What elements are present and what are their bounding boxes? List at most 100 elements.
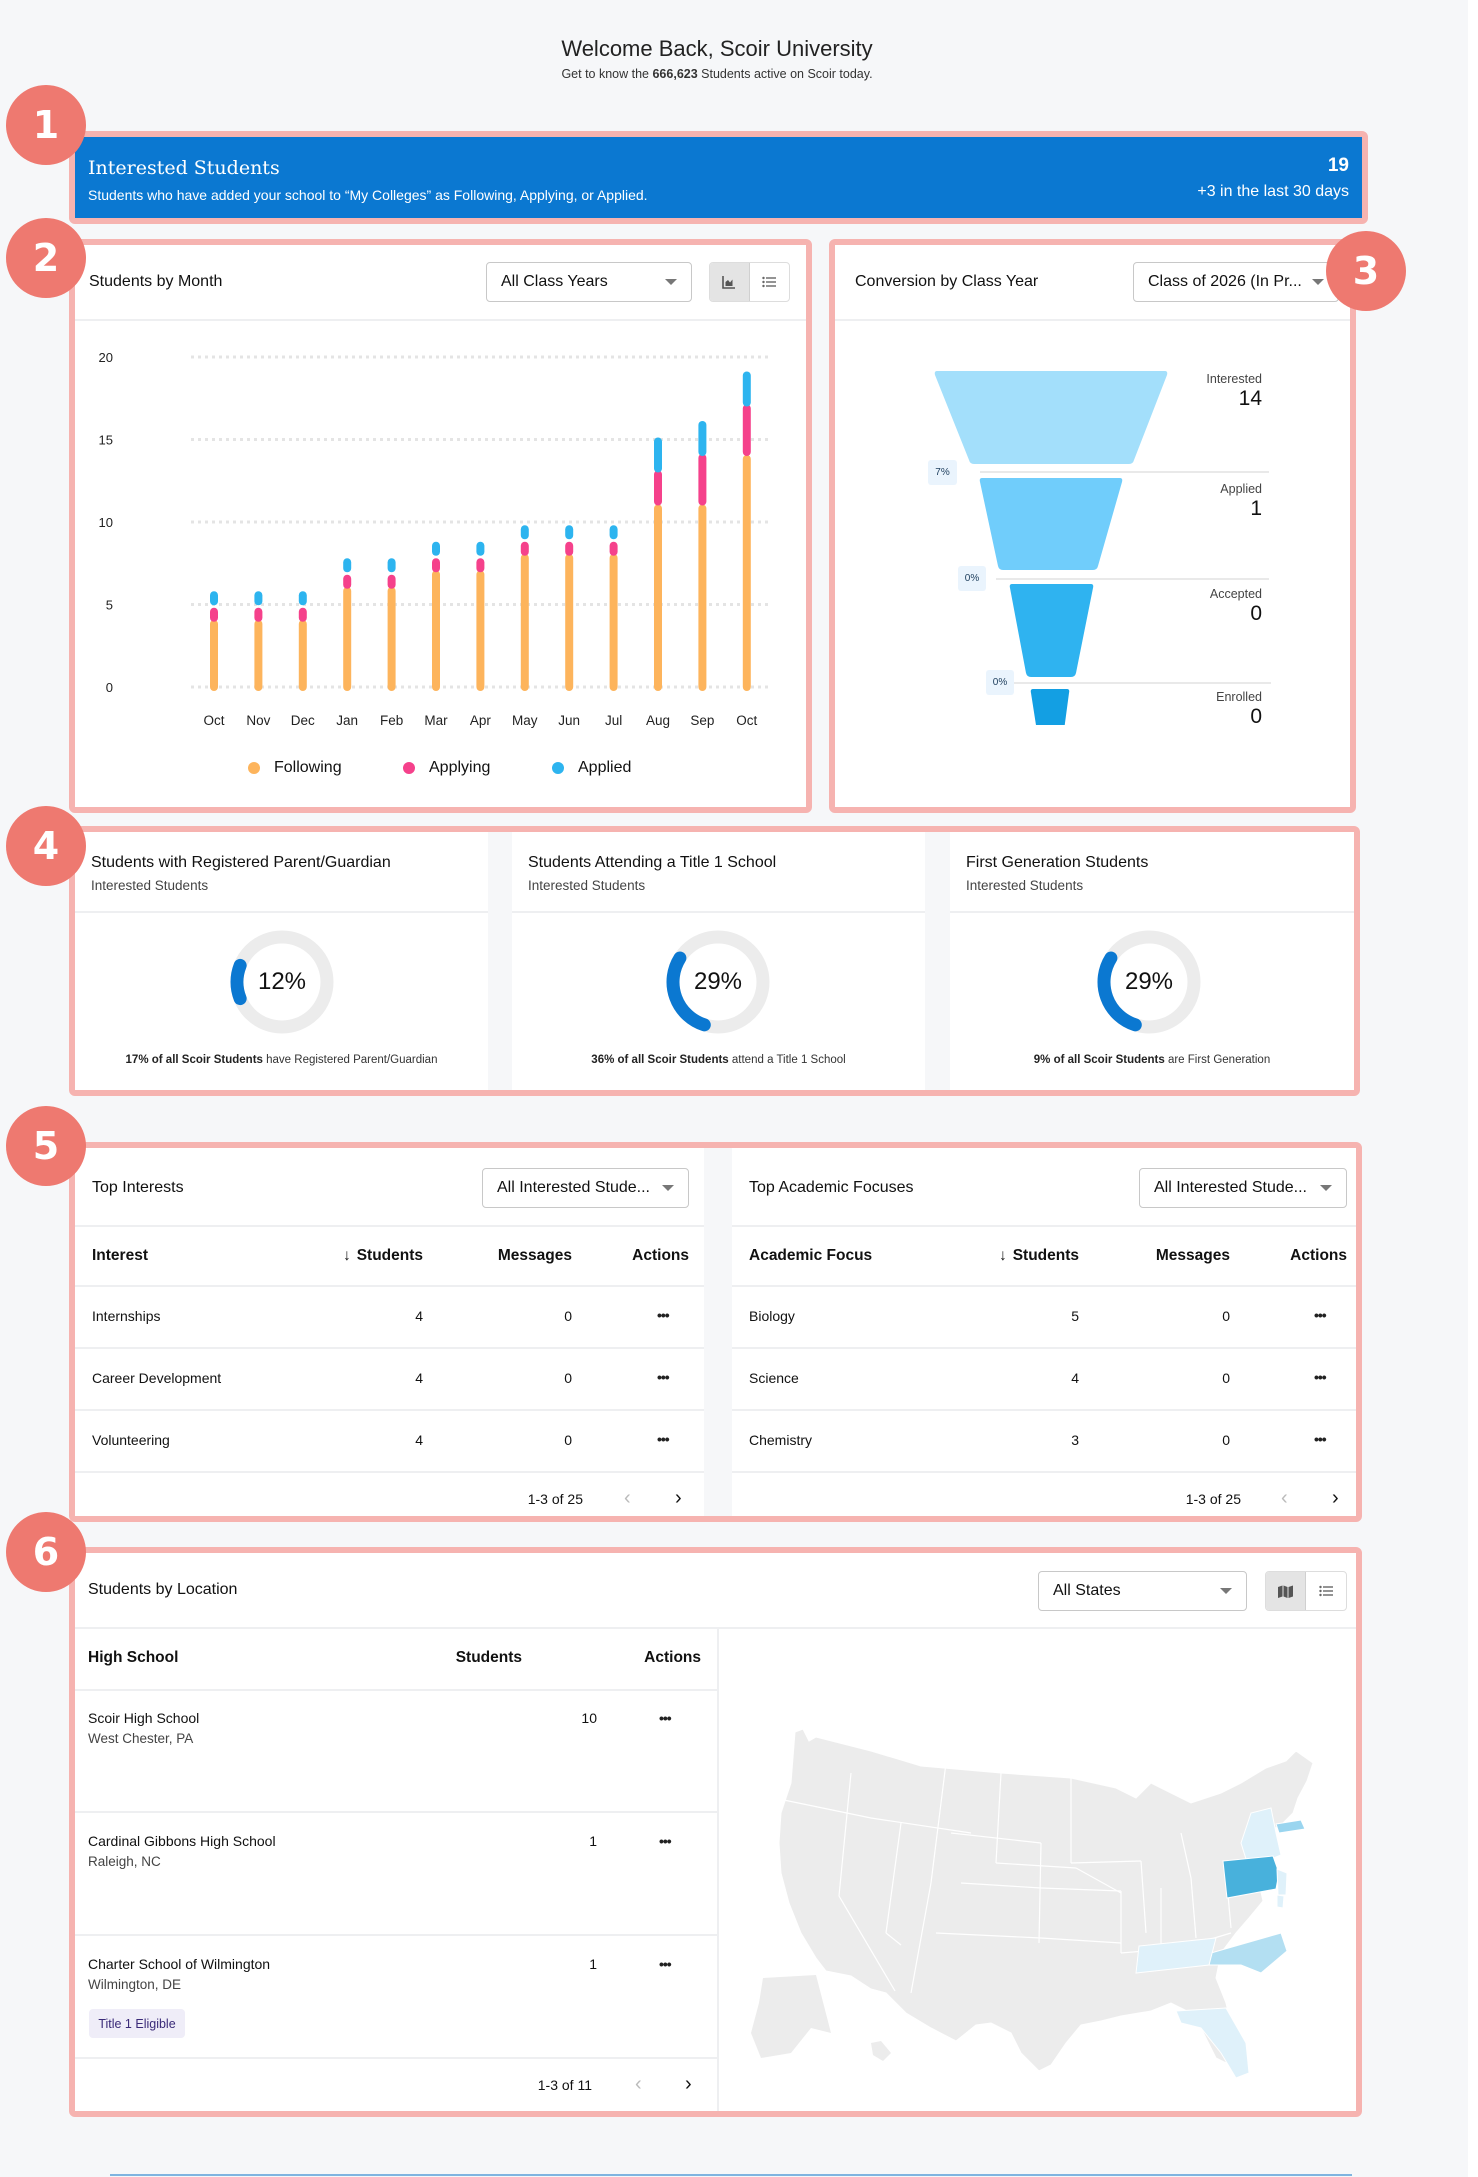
- row-divider: [75, 1409, 704, 1411]
- interested-students-banner[interactable]: Interested Students Students who have ad…: [75, 137, 1362, 218]
- chart-view-button[interactable]: [710, 263, 750, 301]
- stat-foot-rest: attend a Title 1 School: [728, 1054, 846, 1066]
- row-divider: [75, 1471, 704, 1473]
- state-pa[interactable]: [1222, 1855, 1280, 1899]
- legend-following-label: Following: [274, 759, 342, 776]
- funnel-stage-enrolled[interactable]: [1030, 689, 1070, 725]
- card-header-divider: [512, 911, 925, 913]
- table-row[interactable]: Internships 4 0 •••: [75, 1286, 704, 1349]
- row-name: Science: [749, 1370, 799, 1386]
- state-border: [1070, 1860, 1142, 1864]
- school-students: 1: [589, 1956, 597, 1972]
- stage-value-interested: 14: [1238, 387, 1262, 410]
- row-actions-button[interactable]: •••: [657, 1369, 670, 1385]
- row-name: Career Development: [92, 1370, 222, 1386]
- table-row[interactable]: Volunteering 4 0 •••: [75, 1410, 704, 1473]
- row-actions-button[interactable]: •••: [657, 1431, 670, 1447]
- column-header-students[interactable]: ↓ Students: [343, 1247, 423, 1265]
- row-actions-button[interactable]: •••: [659, 1710, 672, 1726]
- column-header-high-school[interactable]: High School: [88, 1649, 179, 1666]
- row-actions-button[interactable]: •••: [1314, 1307, 1327, 1323]
- column-header-interest[interactable]: Interest: [92, 1247, 148, 1264]
- location-view-toggle[interactable]: [1265, 1571, 1347, 1611]
- prev-page-button[interactable]: ‹: [635, 2073, 642, 2095]
- prev-page-button[interactable]: ‹: [624, 1487, 631, 1509]
- next-page-button[interactable]: ›: [1332, 1487, 1339, 1509]
- funnel-stage-interested[interactable]: [934, 371, 1168, 464]
- interested-count: 19: [1327, 155, 1349, 176]
- row-actions-button[interactable]: •••: [657, 1307, 670, 1323]
- school-name[interactable]: Charter School of Wilmington: [88, 1956, 271, 1972]
- map-view-button[interactable]: [1266, 1572, 1306, 1610]
- stat-title: Students with Registered Parent/Guardian: [91, 854, 391, 871]
- state-border: [930, 1762, 947, 1884]
- us-states-map[interactable]: [721, 1633, 1351, 2103]
- table-row[interactable]: Chemistry 3 0 •••: [732, 1410, 1356, 1473]
- students-by-location-card: Students by Location All States High Sch…: [75, 1553, 1356, 2111]
- table-row[interactable]: Cardinal Gibbons High School Raleigh, NC 1…: [75, 1813, 717, 1936]
- stat-foot-bold: 17% of all Scoir Students: [125, 1054, 263, 1066]
- row-students: 4: [415, 1308, 423, 1324]
- sort-down-icon: ↓: [342, 1247, 351, 1264]
- highlight-section-4: [69, 826, 1360, 1096]
- month-view-toggle[interactable]: [709, 262, 790, 302]
- column-header-students[interactable]: Students: [455, 1649, 522, 1666]
- next-page-button[interactable]: ›: [685, 2073, 692, 2095]
- funnel-stage-applied[interactable]: [979, 478, 1123, 570]
- column-header-messages[interactable]: Messages: [497, 1247, 572, 1264]
- school-name[interactable]: Cardinal Gibbons High School: [88, 1833, 276, 1849]
- state-tn[interactable]: [1135, 1937, 1217, 1974]
- table-row[interactable]: Career Development 4 0 •••: [75, 1348, 704, 1411]
- y-tick-label: 20: [99, 350, 113, 365]
- donut-percent: 29%: [693, 968, 743, 995]
- interests-pagination: 1-3 of 25: [527, 1491, 583, 1507]
- prev-page-button[interactable]: ‹: [1281, 1487, 1288, 1509]
- interests-filter-dropdown[interactable]: All Interested Stude...: [482, 1168, 689, 1208]
- state-ma[interactable]: [1275, 1819, 1306, 1834]
- column-header-actions: Actions: [632, 1247, 689, 1264]
- table-row[interactable]: Biology 5 0 •••: [732, 1286, 1356, 1349]
- row-students: 4: [1071, 1370, 1079, 1386]
- focuses-filter-dropdown[interactable]: All Interested Stude...: [1139, 1168, 1347, 1208]
- funnel-stage-accepted[interactable]: [1009, 584, 1094, 677]
- stage-value-enrolled: 0: [1250, 705, 1262, 728]
- location-pagination: 1-3 of 11: [537, 2077, 592, 2093]
- following-dot-icon: [248, 762, 260, 774]
- title1-eligible-tag: Title 1 Eligible: [89, 2009, 185, 2038]
- students-by-month-chart: 20 15 10 5 0 Oct Nov Dec Jan Feb Mar Apr May Jun Jul Au…: [99, 350, 768, 728]
- school-name[interactable]: Scoir High School: [88, 1710, 200, 1726]
- donut-percent: 12%: [257, 968, 307, 995]
- class-year-dropdown[interactable]: Class of 2026 (In Pr...: [1133, 262, 1339, 302]
- column-header-academic-focus[interactable]: Academic Focus: [749, 1247, 873, 1264]
- row-actions-button[interactable]: •••: [1314, 1369, 1327, 1385]
- list-view-button[interactable]: [750, 263, 790, 301]
- state-fl[interactable]: [1175, 2007, 1250, 2079]
- table-row[interactable]: Charter School of Wilmington Wilmington, …: [75, 1936, 717, 2059]
- interests-filter-value: All Interested Stude...: [497, 1179, 650, 1196]
- column-header-messages[interactable]: Messages: [1155, 1247, 1230, 1264]
- next-page-button[interactable]: ›: [675, 1487, 682, 1509]
- map-view-icon: [1278, 1585, 1293, 1598]
- state-ak[interactable]: [751, 1975, 831, 2058]
- class-years-dropdown[interactable]: All Class Years: [486, 262, 692, 302]
- state-hi[interactable]: [871, 2041, 891, 2061]
- state-border: [1040, 1887, 1122, 1892]
- table-row[interactable]: Science 4 0 •••: [732, 1348, 1356, 1411]
- stat-card-first-generation: First Generation Students Interested Stu…: [950, 832, 1354, 1090]
- row-actions-button[interactable]: •••: [659, 1956, 672, 1972]
- state-nj[interactable]: [1276, 1868, 1288, 1896]
- list-view-button[interactable]: [1306, 1572, 1346, 1610]
- state-border: [870, 1817, 972, 1834]
- list-view-icon: [1319, 1585, 1333, 1597]
- states-dropdown[interactable]: All States: [1038, 1571, 1247, 1611]
- row-actions-button[interactable]: •••: [659, 1833, 672, 1849]
- stat-title: Students Attending a Title 1 School: [528, 854, 777, 871]
- state-de[interactable]: [1276, 1894, 1285, 1909]
- stage-label-accepted: Accepted: [1209, 587, 1262, 601]
- table-header-divider: [75, 1285, 704, 1287]
- row-actions-button[interactable]: •••: [1314, 1431, 1327, 1447]
- column-header-students[interactable]: ↓ Students: [999, 1247, 1079, 1265]
- table-row[interactable]: Scoir High School West Chester, PA 10 •••: [75, 1690, 717, 1813]
- states-value: All States: [1053, 1582, 1121, 1599]
- card-header-divider: [950, 911, 1354, 913]
